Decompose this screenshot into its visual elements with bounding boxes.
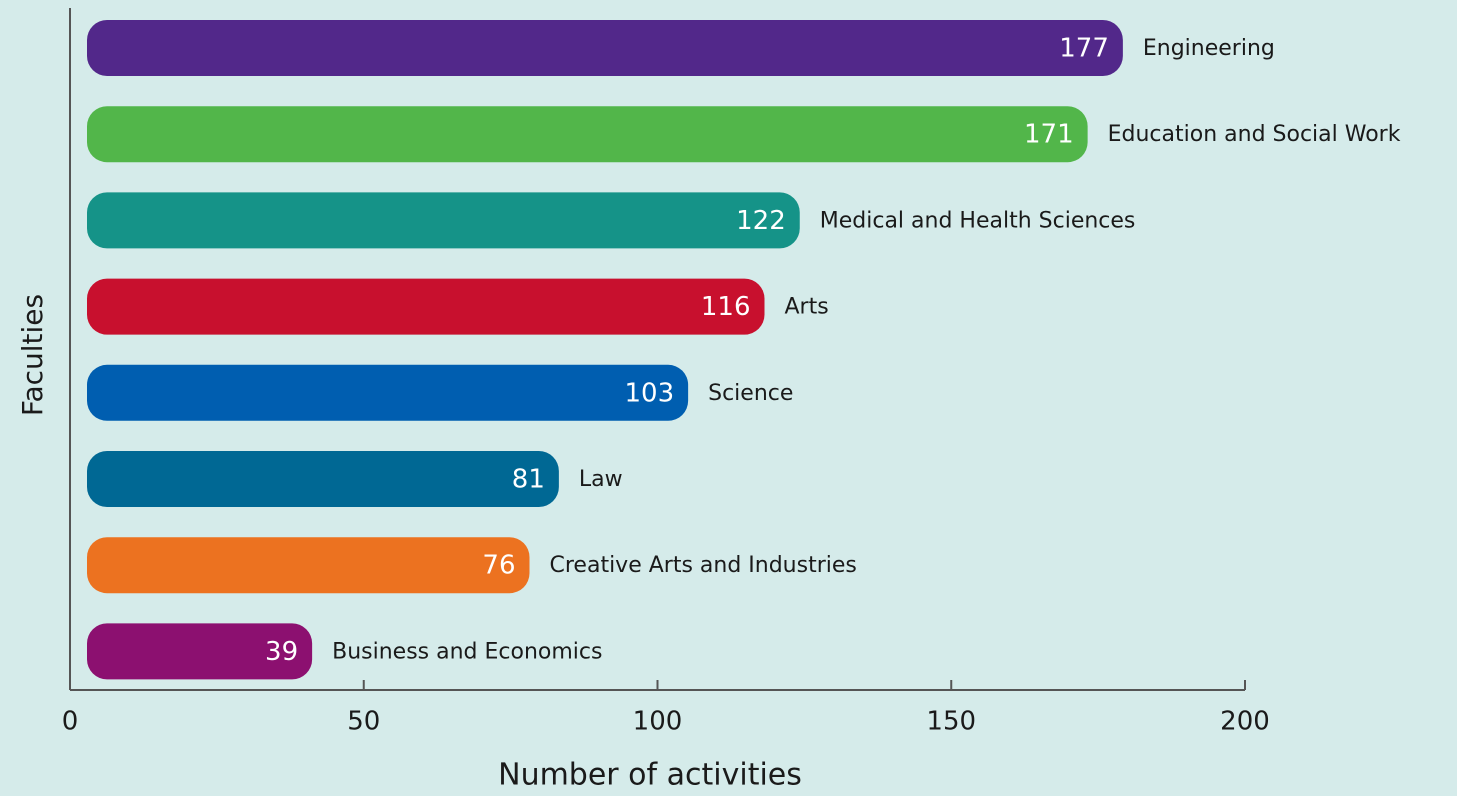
category-label: Engineering bbox=[1143, 36, 1275, 61]
value-label: 177 bbox=[1059, 34, 1109, 64]
bar bbox=[87, 106, 1088, 162]
x-tick-label: 200 bbox=[1220, 707, 1270, 737]
bar bbox=[87, 365, 688, 421]
x-tick-label: 50 bbox=[347, 707, 380, 737]
bar bbox=[87, 451, 559, 507]
value-label: 81 bbox=[512, 465, 545, 495]
value-label: 103 bbox=[624, 378, 674, 408]
value-label: 39 bbox=[265, 637, 298, 667]
category-label: Science bbox=[708, 381, 793, 406]
x-axis-title: Number of activities bbox=[498, 758, 802, 793]
category-label: Creative Arts and Industries bbox=[550, 553, 857, 578]
category-label: Medical and Health Sciences bbox=[820, 208, 1136, 233]
bar bbox=[87, 537, 530, 593]
y-axis-title: Faculties bbox=[16, 294, 49, 416]
bar bbox=[87, 20, 1123, 76]
value-label: 76 bbox=[482, 551, 515, 581]
x-tick-label: 0 bbox=[62, 707, 79, 737]
value-label: 116 bbox=[701, 292, 751, 322]
x-tick-label: 100 bbox=[633, 707, 683, 737]
category-label: Law bbox=[579, 467, 623, 492]
category-label: Education and Social Work bbox=[1108, 122, 1401, 147]
bar bbox=[87, 192, 800, 248]
x-tick-label: 150 bbox=[926, 707, 976, 737]
bar bbox=[87, 279, 765, 335]
value-label: 122 bbox=[736, 206, 786, 236]
category-label: Business and Economics bbox=[332, 639, 602, 664]
chart: Number of activities Faculties 0 50 100 150… bbox=[0, 0, 1457, 796]
value-label: 171 bbox=[1024, 120, 1074, 150]
category-label: Arts bbox=[785, 295, 829, 320]
